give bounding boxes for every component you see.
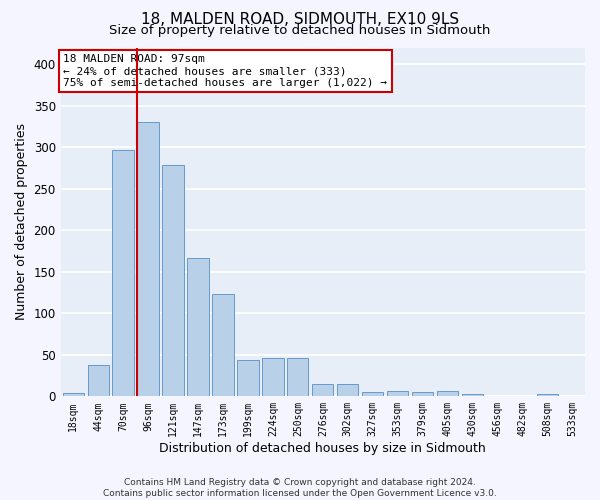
Bar: [112, 150, 134, 396]
Bar: [137, 122, 158, 396]
Bar: [412, 392, 433, 396]
Text: Size of property relative to detached houses in Sidmouth: Size of property relative to detached ho…: [109, 24, 491, 37]
Bar: [287, 358, 308, 397]
Y-axis label: Number of detached properties: Number of detached properties: [15, 124, 28, 320]
Bar: [362, 392, 383, 396]
Bar: [262, 358, 284, 397]
Bar: [212, 294, 233, 396]
Bar: [462, 394, 483, 396]
Text: Contains HM Land Registry data © Crown copyright and database right 2024.
Contai: Contains HM Land Registry data © Crown c…: [103, 478, 497, 498]
X-axis label: Distribution of detached houses by size in Sidmouth: Distribution of detached houses by size …: [160, 442, 486, 455]
Bar: [437, 392, 458, 396]
Bar: [187, 258, 209, 396]
Bar: [88, 365, 109, 396]
Text: 18, MALDEN ROAD, SIDMOUTH, EX10 9LS: 18, MALDEN ROAD, SIDMOUTH, EX10 9LS: [141, 12, 459, 28]
Text: 18 MALDEN ROAD: 97sqm
← 24% of detached houses are smaller (333)
75% of semi-det: 18 MALDEN ROAD: 97sqm ← 24% of detached …: [63, 54, 387, 88]
Bar: [537, 394, 558, 396]
Bar: [337, 384, 358, 396]
Bar: [62, 393, 84, 396]
Bar: [387, 392, 409, 396]
Bar: [238, 360, 259, 397]
Bar: [312, 384, 334, 396]
Bar: [163, 166, 184, 396]
